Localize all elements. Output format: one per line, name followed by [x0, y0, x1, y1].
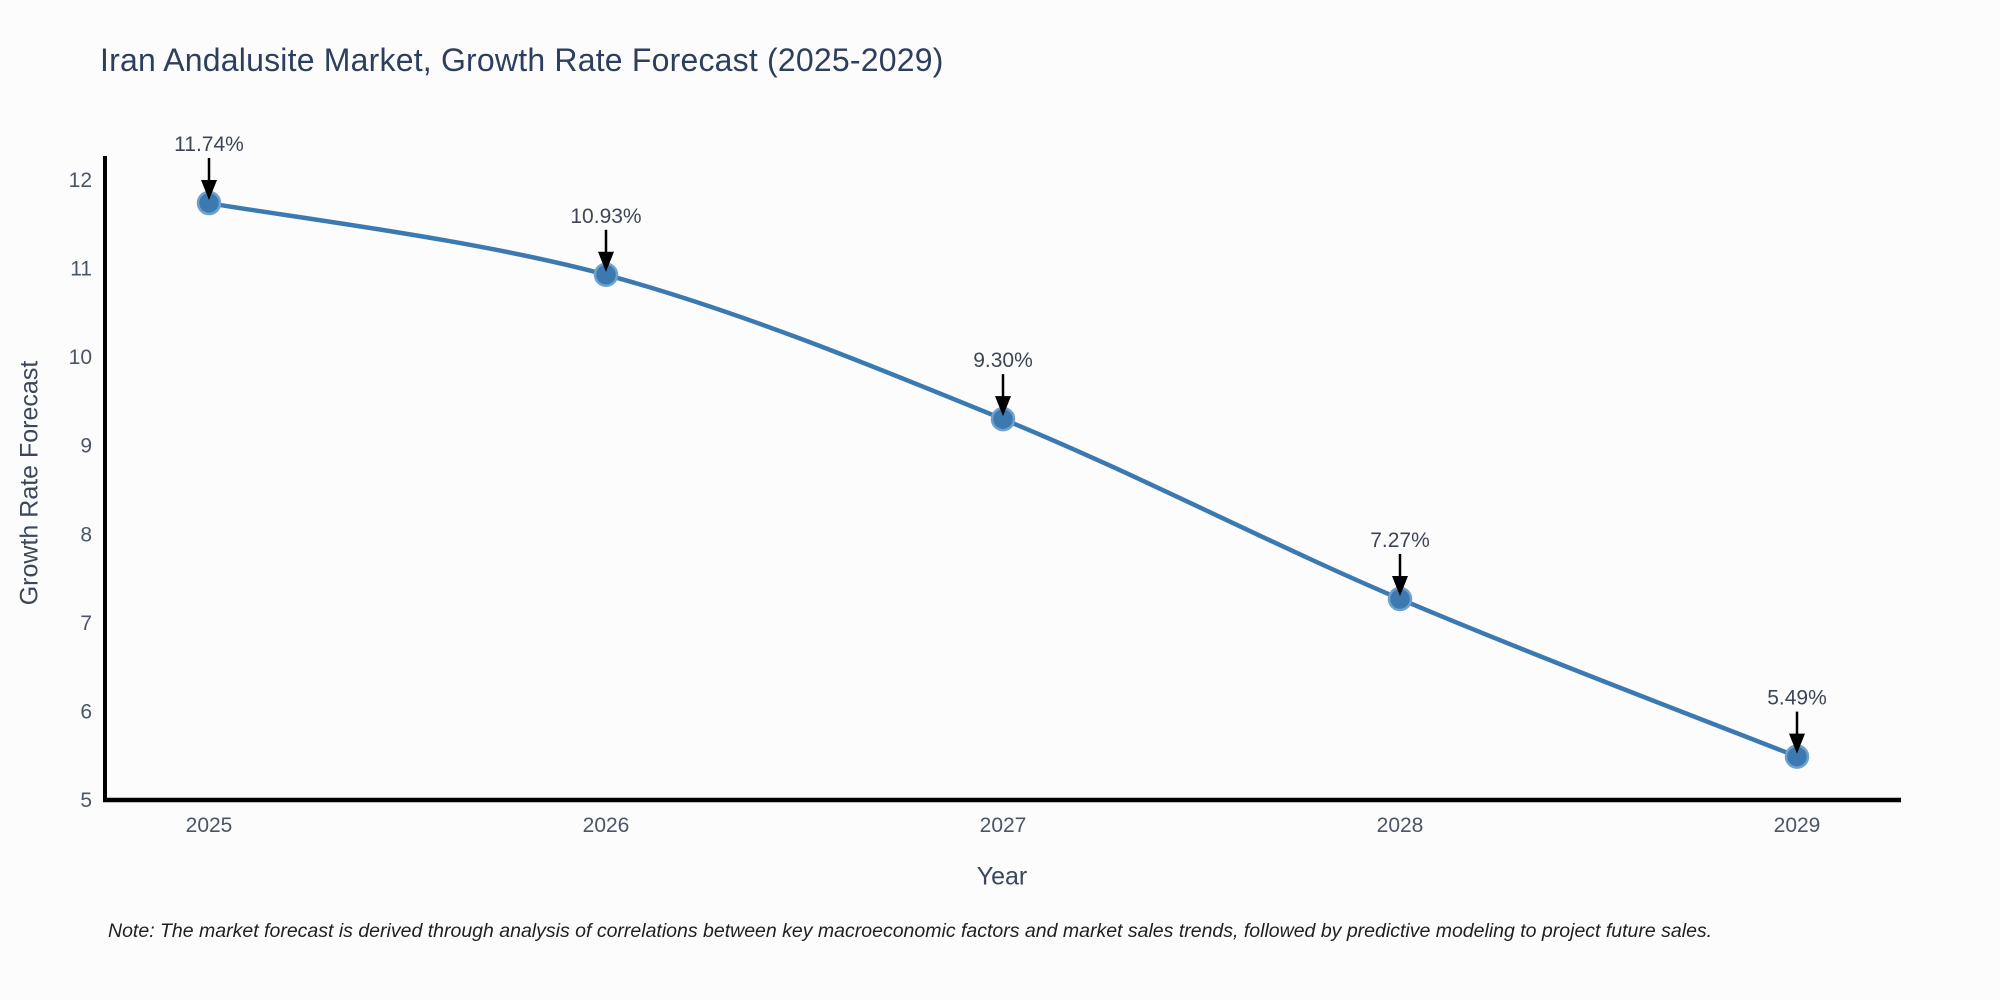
y-tick-label: 12	[69, 169, 92, 192]
y-tick-label: 9	[80, 435, 92, 458]
annotation-arrow-head	[1392, 575, 1408, 596]
annotation-arrow-head	[995, 396, 1011, 417]
annotation-label: 11.74%	[174, 133, 244, 156]
annotation-label: 7.27%	[1370, 529, 1430, 552]
footnote: Note: The market forecast is derived thr…	[108, 920, 1713, 942]
x-tick-label: 2029	[1774, 814, 1821, 837]
annotation-arrow-head	[1789, 733, 1805, 754]
annotation-label: 9.30%	[973, 349, 1033, 372]
annotation-label: 5.49%	[1767, 687, 1827, 710]
y-tick-label: 7	[80, 612, 92, 635]
y-tick-label: 6	[80, 700, 92, 723]
x-tick-label: 2028	[1377, 814, 1424, 837]
chart-title: Iran Andalusite Market, Growth Rate Fore…	[100, 42, 944, 78]
x-tick-label: 2026	[583, 814, 630, 837]
y-tick-label: 11	[70, 258, 92, 281]
annotation-label: 10.93%	[570, 205, 641, 228]
y-tick-label: 5	[80, 789, 92, 812]
trend-line	[206, 200, 1800, 759]
x-axis-title: Year	[976, 862, 1028, 891]
x-tick-label: 2025	[186, 814, 233, 837]
y-tick-label: 8	[80, 523, 92, 546]
y-tick-label: 10	[69, 346, 92, 369]
annotation-arrow-head	[598, 251, 614, 272]
annotation-arrow-head	[201, 180, 217, 201]
x-tick-label: 2027	[980, 814, 1027, 837]
